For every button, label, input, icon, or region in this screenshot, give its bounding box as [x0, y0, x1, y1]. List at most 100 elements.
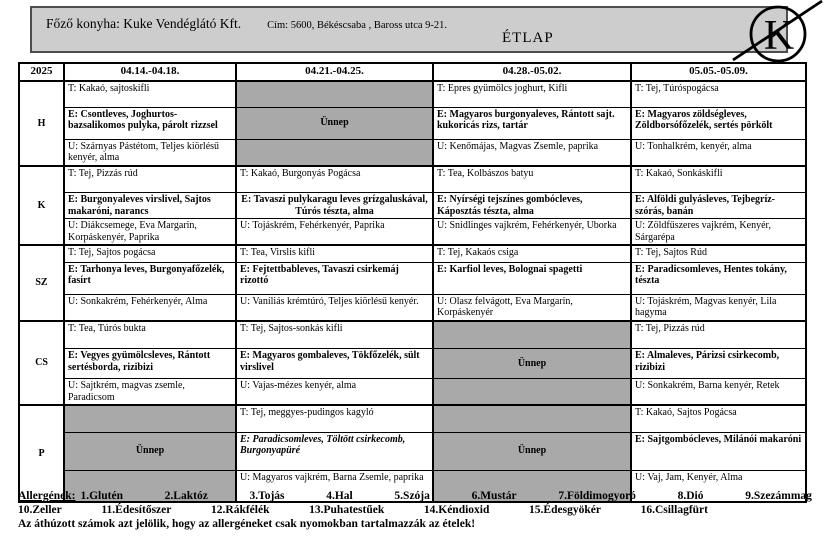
menu-row-k-t: K T: Tej, Pizzás rúd T: Kakaó, Burgonyás P…	[18, 164, 806, 245]
meal-t-cell: T: Tej, Sajtos pogácsa	[63, 244, 236, 262]
menu-table-body: H T: Kakaó, sajtoskifli T: Epres gyümölcs …	[18, 80, 806, 502]
meal-u-cell: U: Sonkakrém, Fehérkenyér, Alma	[63, 293, 236, 321]
kitchen-name: Főző konyha: Kuke Vendéglátó Kft.	[46, 16, 242, 31]
week-header-1: 04.14.-04.18.	[63, 63, 236, 81]
meal-t-cell: T: Tej, Kakaós csiga	[432, 244, 631, 262]
menu-table: 2025 04.14.-04.18. 04.21.-04.25. 04.28.-…	[18, 62, 807, 503]
meal-e-cell: E: Vegyes gyümölcsleves, Rántott sertésb…	[63, 348, 236, 379]
meal-t-cell: T: Kakaó, Sajtos Pogácsa	[630, 404, 806, 432]
meal-t-cell: T: Tej, Túróspogácsa	[630, 80, 806, 107]
allergen-item: 1.Glutén	[80, 490, 123, 502]
allergen-item: 13.Puhatestűek	[309, 504, 385, 516]
meal-e-cell: E: Burgonyaleves virslivel, Sajtos makar…	[63, 192, 236, 219]
week-header-2: 04.21.-04.25.	[235, 63, 433, 81]
meal-u-cell: U: Vajas-mézes kenyér, alma	[235, 378, 433, 405]
meal-u-cell: U: Tojáskrém, Magvas kenyér, Lila hagyma	[630, 293, 806, 321]
holiday-label: Ünnep	[63, 431, 236, 470]
menu-row-cs-t: CS T: Tea, Túrós bukta T: Tej, Sajtos-sonk…	[18, 319, 806, 405]
meal-t-cell: T: Tea, Túrós bukta	[63, 319, 236, 349]
day-label-p: P	[18, 404, 64, 502]
meal-e-cell: E: Magyaros zöldségleves, Zöldborsófőzel…	[630, 106, 806, 139]
meal-e-cell: E: Paradicsomleves, Hentes tokány, tészt…	[630, 261, 806, 294]
meal-u-cell: U: Diákcsemege, Eva Margarin, Korpáskeny…	[63, 218, 236, 245]
menu-row-p-e: Ünnep E: Paradicsomleves, Töltött csirkec…	[19, 431, 806, 470]
meal-u-cell: U: Snidlinges vajkrém, Fehérkenyér, Ubor…	[432, 218, 631, 245]
menu-row-cs-u: U: Sajtkrém, magvas zsemle, Paradicsom U:…	[19, 378, 806, 405]
logo-cross-line-icon	[732, 0, 823, 62]
allergen-item: 12.Rákfélék	[211, 504, 270, 516]
meal-u-cell: U: Szárnyas Pástétom, Teljes kiörlésű ke…	[63, 138, 236, 166]
allergens-footer: Allergének: 1.Glutén 2.Laktóz 3.Tojás 4.Hal 5…	[18, 489, 812, 531]
kitchen-address: Cím: 5600, Békéscsaba , Baross utca 9-21…	[267, 20, 448, 31]
meal-t-cell: T: Tej, Pizzás rúd	[630, 319, 806, 349]
day-label-h: H	[18, 80, 64, 166]
allergens-label: Allergének:	[18, 490, 76, 502]
meal-u-cell: U: Tojáskrém, Fehérkenyér, Paprika	[235, 218, 433, 245]
allergen-item: 16.Csillagfürt	[640, 504, 708, 516]
meal-e-cell: E: Alföldi gulyásleves, Tejbegríz-szórás…	[630, 192, 806, 219]
meal-e-cell: E: Tarhonya leves, Burgonyafőzelék, fasí…	[63, 261, 236, 294]
meal-u-cell: U: Vaj, Jam, Kenyér, Alma	[630, 469, 806, 502]
meal-t-cell: T: Tea, Virslis kifli	[235, 244, 433, 262]
day-label-cs: CS	[18, 319, 64, 405]
kuke-logo: K	[732, 0, 823, 63]
allergen-item: 15.Édesgyökér	[529, 504, 601, 516]
allergen-item: 14.Kéndioxid	[423, 504, 490, 516]
meal-t-cell: T: Tea, Kolbászos batyu	[432, 164, 631, 193]
holiday-cell	[432, 469, 631, 502]
menu-row-p-t: P T: Tej, meggyes-pudingos kagyló T: Kakaó…	[18, 404, 806, 502]
meal-u-cell: U: Sajtkrém, magvas zsemle, Paradicsom	[63, 378, 236, 405]
holiday-cell	[235, 80, 433, 107]
meal-e-cell: E: Magyaros gombaleves, Tökfőzelék, sült…	[235, 348, 433, 379]
menu-row-h-t: H T: Kakaó, sajtoskifli T: Epres gyümölcs …	[18, 80, 806, 166]
menu-row-sz-u: U: Sonkakrém, Fehérkenyér, Alma U: Vaníli…	[19, 293, 806, 321]
allergen-item: 11.Édesítőszer	[101, 504, 172, 516]
table-header-row: 2025 04.14.-04.18. 04.21.-04.25. 04.28.-…	[18, 63, 806, 81]
day-label-k: K	[18, 164, 64, 245]
meal-u-cell: U: Sonkakrém, Barna kenyér, Retek	[630, 378, 806, 405]
menu-row-cs-e: E: Vegyes gyümölcsleves, Rántott sertésb…	[19, 348, 806, 379]
menu-row-k-e: E: Burgonyaleves virslivel, Sajtos makar…	[19, 192, 806, 219]
meal-e-cell: E: Tavaszi pulykaragu leves grízgaluskáv…	[235, 192, 433, 219]
meal-e-cell: E: Fejtettbableves, Tavaszi csirkemáj ri…	[235, 261, 433, 294]
header-bar: Főző konyha: Kuke Vendéglátó Kft. Cím: 56…	[30, 6, 788, 53]
meal-t-cell: T: Tej, meggyes-pudingos kagyló	[235, 404, 433, 432]
holiday-cell	[63, 404, 236, 432]
menu-row-h-e: E: Csontleves, Joghurtos-bazsalikomos pu…	[19, 106, 806, 139]
meal-u-cell: U: Zöldfűszeres vajkrém, Kenyér, Sárgaré…	[630, 218, 806, 245]
menu-row-k-u: U: Diákcsemege, Eva Margarin, Korpáskeny…	[19, 218, 806, 245]
meal-e-cell: E: Karfiol leves, Bolognai spagetti	[432, 261, 631, 294]
allergen-note: Az áthúzott számok azt jelölik, hogy az …	[18, 518, 476, 530]
meal-u-cell: U: Tonhalkrém, kenyér, alma	[630, 138, 806, 166]
holiday-cell	[63, 469, 236, 502]
menu-row-p-u: U: Magyaros vajkrém, Barna Zsemle, papri…	[19, 469, 806, 502]
meal-u-cell: U: Olasz felvágott, Eva Margarin, Korpás…	[432, 293, 631, 321]
kitchen-line: Főző konyha: Kuke Vendéglátó Kft. Cím: 56…	[46, 15, 447, 33]
meal-t-cell: T: Tej, Pizzás rúd	[63, 164, 236, 193]
day-label-sz: SZ	[18, 244, 64, 321]
meal-u-cell: U: Vaníliás krémtúró, Teljes kiörlésű ke…	[235, 293, 433, 321]
holiday-cell	[432, 378, 631, 405]
meal-t-cell: T: Kakaó, sajtoskifli	[63, 80, 236, 107]
holiday-label: Ünnep	[432, 348, 631, 379]
logo-circle-icon	[749, 5, 807, 63]
menu-row-sz-t: SZ T: Tej, Sajtos pogácsa T: Tea, Virslis …	[18, 244, 806, 321]
allergen-item: 9.Szezámmag	[745, 490, 812, 502]
allergen-line-2: 10.Zeller 11.Édesítőszer 12.Rákfélék 13.Puh…	[18, 503, 708, 517]
meal-e-cell: E: Almaleves, Párizsi csirkecomb, rizibi…	[630, 348, 806, 379]
week-header-4: 05.05.-05.09.	[630, 63, 806, 81]
meal-t-cell: T: Kakaó, Sonkáskifli	[630, 164, 806, 193]
meal-e-cell: E: Nyírségi tejszínes gombócleves, Kápos…	[432, 192, 631, 219]
holiday-label: Ünnep	[235, 106, 433, 139]
allergen-item: 10.Zeller	[18, 504, 62, 516]
allergen-line-1: Allergének: 1.Glutén 2.Laktóz 3.Tojás 4.Hal 5…	[18, 489, 812, 503]
allergen-item: 2.Laktóz	[164, 490, 208, 502]
allergen-item: Allergének: 1.Glutén	[18, 489, 123, 503]
page-title: ÉTLAP	[502, 30, 554, 46]
holiday-cell	[432, 319, 631, 349]
meal-e-cell: E: Magyaros burgonyaleves, Rántott sajt.…	[432, 106, 631, 139]
meal-t-cell: T: Tej, Sajtos Rúd	[630, 244, 806, 262]
allergen-item: 7.Földimogyoró	[558, 490, 636, 502]
holiday-cell	[432, 404, 631, 432]
meal-e-cell: E: Sajtgombócleves, Milánói makaróni	[630, 431, 806, 470]
